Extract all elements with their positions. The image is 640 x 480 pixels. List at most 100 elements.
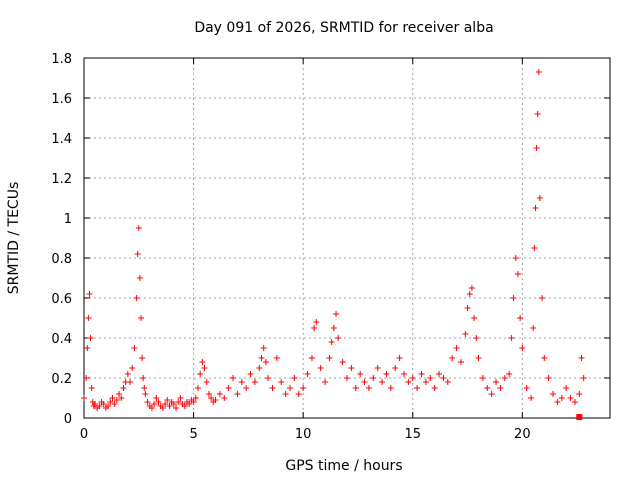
data-point	[567, 395, 574, 401]
data-point	[396, 355, 403, 361]
data-point	[512, 255, 519, 261]
data-point	[88, 385, 95, 391]
data-point	[427, 375, 434, 381]
data-point	[111, 401, 118, 407]
data-point	[471, 315, 478, 321]
data-point	[175, 399, 182, 405]
data-point	[273, 355, 280, 361]
data-point	[100, 401, 107, 407]
data-point	[493, 379, 500, 385]
data-point	[86, 291, 93, 297]
data-point	[87, 335, 94, 341]
data-point	[464, 305, 471, 311]
x-tick-label: 15	[404, 427, 421, 442]
data-point	[328, 339, 335, 345]
data-point	[501, 375, 508, 381]
data-point	[508, 335, 515, 341]
data-point	[230, 375, 237, 381]
data-point	[139, 355, 146, 361]
data-point	[107, 399, 114, 405]
y-tick-label: 1.8	[51, 52, 72, 67]
data-point	[322, 379, 329, 385]
data-point	[400, 371, 407, 377]
y-tick-label: 0.4	[51, 332, 72, 347]
data-point	[166, 403, 173, 409]
y-tick-label: 0.2	[51, 372, 72, 387]
data-point	[300, 385, 307, 391]
data-point	[256, 365, 263, 371]
data-point	[197, 371, 204, 377]
data-point	[475, 355, 482, 361]
data-point	[243, 385, 250, 391]
data-point	[127, 379, 134, 385]
data-point	[118, 395, 125, 401]
data-point	[506, 371, 513, 377]
data-point	[523, 385, 530, 391]
y-tick-label: 0	[64, 412, 72, 427]
plot-frame	[83, 57, 611, 419]
data-point	[120, 385, 127, 391]
data-point	[357, 371, 364, 377]
data-point	[514, 271, 521, 277]
data-point	[84, 345, 91, 351]
data-point	[221, 395, 228, 401]
data-point	[105, 403, 112, 409]
data-point	[392, 365, 399, 371]
data-point	[269, 385, 276, 391]
square-marker	[576, 414, 583, 420]
data-point	[190, 399, 197, 405]
data-point	[468, 285, 475, 291]
y-tick-label: 1.4	[51, 132, 72, 147]
data-point	[414, 385, 421, 391]
data-point	[374, 365, 381, 371]
data-point	[134, 251, 141, 257]
data-point	[124, 371, 131, 377]
data-point	[534, 111, 541, 117]
data-point	[199, 359, 206, 365]
data-point	[177, 395, 184, 401]
data-point	[530, 325, 537, 331]
data-point	[539, 295, 546, 301]
data-point	[326, 355, 333, 361]
data-point	[535, 69, 542, 75]
data-point	[262, 359, 269, 365]
data-point	[141, 385, 148, 391]
data-point	[330, 325, 337, 331]
data-point	[151, 401, 158, 407]
data-point	[265, 375, 272, 381]
data-point	[144, 399, 151, 405]
data-point	[133, 295, 140, 301]
data-point	[497, 385, 504, 391]
data-point	[317, 365, 324, 371]
data-point	[129, 365, 136, 371]
data-point	[576, 391, 583, 397]
x-tick-labels: 0 5 10 15 20	[80, 427, 531, 442]
data-point	[162, 401, 169, 407]
data-point	[545, 375, 552, 381]
data-point	[304, 371, 311, 377]
data-point	[580, 375, 587, 381]
data-point	[192, 395, 199, 401]
data-point	[203, 379, 210, 385]
data-point	[578, 355, 585, 361]
x-tick-label: 20	[514, 427, 531, 442]
data-point	[81, 395, 87, 401]
x-tick-label: 0	[80, 427, 88, 442]
y-tick-label: 1	[64, 212, 72, 227]
data-point	[291, 375, 298, 381]
data-point	[170, 401, 177, 407]
data-point	[466, 291, 473, 297]
data-point	[361, 379, 368, 385]
y-tick-label: 1.6	[51, 92, 72, 107]
data-point	[164, 397, 171, 403]
data-point	[387, 385, 394, 391]
data-point	[418, 371, 425, 377]
chart-title: Day 091 of 2026, SRMTID for receiver alb…	[194, 20, 493, 36]
data-point	[216, 391, 223, 397]
data-point	[528, 395, 535, 401]
data-point	[140, 375, 147, 381]
data-point	[225, 385, 232, 391]
y-tick-labels: 0 0.2 0.4 0.6 0.8 1 1.2 1.4 1.6 1.8	[51, 52, 72, 427]
data-point	[247, 371, 254, 377]
data-point	[348, 365, 355, 371]
